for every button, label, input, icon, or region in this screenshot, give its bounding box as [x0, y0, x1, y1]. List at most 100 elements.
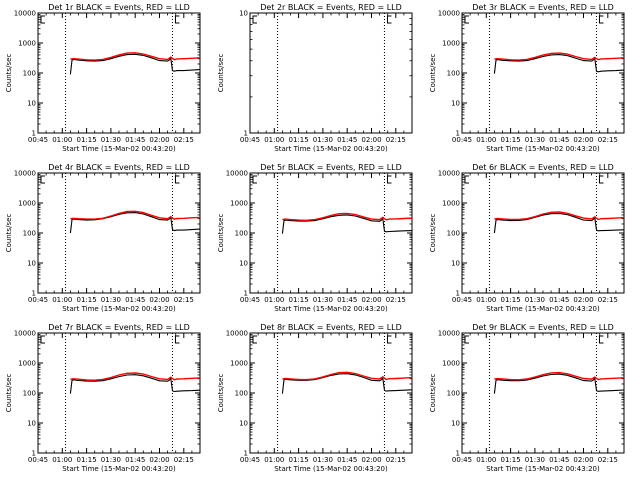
det8-y-tick-label: 10000	[226, 330, 248, 338]
det3-series-events	[493, 54, 625, 74]
det3-x-tick-label: 01:45	[549, 136, 569, 144]
det3-series-lld	[494, 52, 625, 61]
det2-x-tick-label: 01:30	[313, 136, 333, 144]
det5-y-tick-label: 100	[235, 230, 248, 238]
panel-det-8: Det 8r BLACK = Events, RED = LLD 1 10 100 10…	[217, 323, 413, 473]
panel-det-4: Det 4r BLACK = Events, RED = LLD 1 10 100 10…	[5, 163, 201, 313]
det7-y-tick-label: 10	[27, 420, 36, 428]
det4-y-axis-label: Counts/sec	[5, 214, 13, 253]
det5-bracket-mark	[386, 175, 392, 184]
det9-y-tick-label: 100	[447, 390, 460, 398]
det6-y-axis-label: Counts/sec	[429, 214, 437, 253]
det6-x-axis-label: Start Time (15-Mar-02 00:43:20)	[486, 305, 600, 313]
det8-x-tick-label: 01:45	[337, 456, 357, 464]
det1-y-tick-label: 1000	[18, 40, 36, 48]
det7-series-lld	[70, 372, 201, 381]
det7-x-tick-label: 02:15	[174, 456, 194, 464]
det9-x-tick-label: 00:45	[452, 456, 472, 464]
det9-y-tick-label: 1	[456, 450, 460, 458]
det8-x-tick-label: 00:45	[240, 456, 260, 464]
det4-series-events	[69, 212, 201, 234]
det9-title: Det 9r BLACK = Events, RED = LLD	[472, 323, 614, 332]
det5-y-axis-label: Counts/sec	[217, 214, 225, 253]
det1-y-tick-label: 10	[27, 100, 36, 108]
det1-x-tick-label: 02:15	[174, 136, 194, 144]
det1-x-tick-label: 02:00	[149, 136, 169, 144]
det6-bracket-mark	[598, 175, 604, 184]
det7-y-tick-label: 10000	[14, 330, 36, 338]
panel-det-1: Det 1r BLACK = Events, RED = LLD 1 10 100 10…	[5, 3, 201, 153]
det4-x-tick-label: 01:45	[125, 296, 145, 304]
det3-x-axis-label: Start Time (15-Mar-02 00:43:20)	[486, 145, 600, 153]
det7-x-tick-label: 02:00	[149, 456, 169, 464]
det6-y-tick-label: 100	[447, 230, 460, 238]
det5-y-tick-label: 10000	[226, 170, 248, 178]
det9-x-axis-label: Start Time (15-Mar-02 00:43:20)	[486, 465, 600, 473]
det8-x-tick-label: 01:15	[289, 456, 309, 464]
det6-y-tick-label: 10000	[438, 170, 460, 178]
det9-x-tick-label: 02:15	[598, 456, 618, 464]
det3-x-tick-label: 01:30	[525, 136, 545, 144]
det4-y-tick-label: 1000	[18, 200, 36, 208]
det5-x-tick-label: 02:15	[386, 296, 406, 304]
det2-x-tick-label: 01:15	[289, 136, 309, 144]
det4-bracket-mark	[174, 175, 180, 184]
det2-bracket-mark	[252, 15, 257, 24]
det8-bracket-mark	[252, 335, 257, 344]
det5-x-tick-label: 00:45	[240, 296, 260, 304]
det6-plot-frame	[461, 172, 625, 294]
det1-title: Det 1r BLACK = Events, RED = LLD	[48, 3, 190, 12]
det1-y-tick-label: 1	[32, 130, 36, 138]
det1-y-tick-label: 100	[23, 70, 36, 78]
det8-series-events	[281, 373, 413, 394]
det9-series-events	[493, 373, 625, 394]
det6-y-tick-label: 1000	[442, 200, 460, 208]
det2-x-axis-label: Start Time (15-Mar-02 00:43:20)	[274, 145, 388, 153]
det6-x-tick-label: 01:15	[501, 296, 521, 304]
panel-det-3: Det 3r BLACK = Events, RED = LLD 1 10 100 10…	[429, 3, 625, 153]
det1-plot-frame	[37, 12, 201, 134]
det6-series-events	[493, 212, 625, 234]
det4-x-tick-label: 02:15	[174, 296, 194, 304]
det4-title: Det 4r BLACK = Events, RED = LLD	[48, 163, 190, 172]
det3-x-tick-label: 01:15	[501, 136, 521, 144]
det6-x-tick-label: 01:30	[525, 296, 545, 304]
det5-y-tick-label: 10	[239, 260, 248, 268]
det1-series-events	[69, 53, 201, 75]
det7-x-tick-label: 01:15	[77, 456, 97, 464]
det4-x-axis-label: Start Time (15-Mar-02 00:43:20)	[62, 305, 176, 313]
det5-series-events	[281, 214, 413, 234]
det5-x-tick-label: 01:00	[264, 296, 284, 304]
det2-bracket-mark	[386, 15, 392, 24]
det1-bracket-mark	[174, 15, 180, 24]
det8-y-tick-label: 1000	[230, 360, 248, 368]
det4-y-tick-label: 10	[27, 260, 36, 268]
det3-bracket-mark	[464, 15, 469, 24]
det8-bracket-mark	[386, 335, 392, 344]
det8-plot-frame	[249, 332, 413, 454]
det4-bracket-mark	[40, 175, 45, 184]
det1-bracket-mark	[40, 15, 45, 24]
det3-x-tick-label: 01:00	[476, 136, 496, 144]
det5-x-axis-label: Start Time (15-Mar-02 00:43:20)	[274, 305, 388, 313]
panel-det-9: Det 9r BLACK = Events, RED = LLD 1 10 100 10…	[429, 323, 625, 473]
det6-bracket-mark	[464, 175, 469, 184]
det9-x-tick-label: 01:45	[549, 456, 569, 464]
det7-y-axis-label: Counts/sec	[5, 374, 13, 413]
det2-x-tick-label: 01:00	[264, 136, 284, 144]
det7-series-events	[69, 374, 201, 394]
det8-x-tick-label: 02:15	[386, 456, 406, 464]
panel-det-2: Det 2r BLACK = Events, RED = LLD 1 10 00:45…	[217, 3, 413, 153]
det6-x-tick-label: 02:00	[573, 296, 593, 304]
det2-x-tick-label: 02:00	[361, 136, 381, 144]
det3-y-tick-label: 100	[447, 70, 460, 78]
det3-bracket-mark	[598, 15, 604, 24]
det1-x-axis-label: Start Time (15-Mar-02 00:43:20)	[62, 145, 176, 153]
det7-title: Det 7r BLACK = Events, RED = LLD	[48, 323, 190, 332]
det7-y-tick-label: 1000	[18, 360, 36, 368]
det3-y-tick-label: 1	[456, 130, 460, 138]
det9-series-lld	[494, 371, 625, 381]
det9-bracket-mark	[598, 335, 604, 344]
det1-y-tick-label: 10000	[14, 10, 36, 18]
